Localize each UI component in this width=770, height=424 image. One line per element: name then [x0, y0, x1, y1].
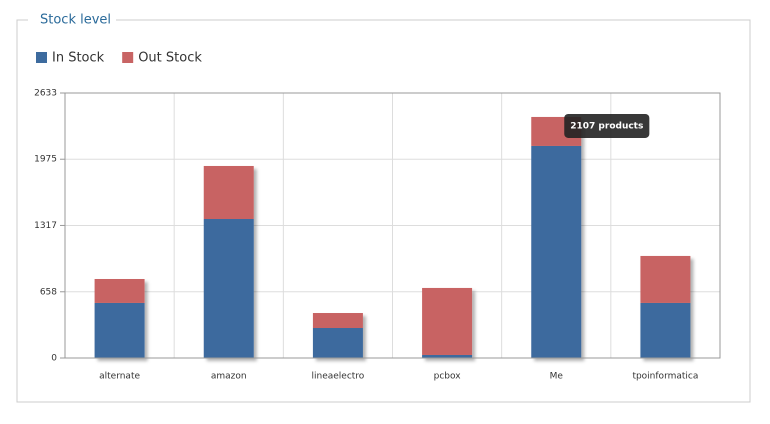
plot-frame [64, 92, 721, 359]
bar-stack [203, 165, 254, 358]
y-tick-label: 1317 [34, 221, 57, 231]
x-tick-label: amazon [211, 372, 247, 382]
tooltip-box [564, 113, 650, 138]
bar-stack [531, 116, 582, 358]
y-tick-label: 1975 [34, 155, 57, 165]
bar-segment [203, 219, 254, 358]
axes: 0 658 1317 1975 2633 alternate amazon lineaelec… [34, 89, 721, 382]
bar-segment [312, 313, 363, 329]
bar-segment [422, 287, 473, 355]
x-tick-label: lineaelectro [312, 372, 365, 382]
x-tick-label: Me [550, 372, 564, 382]
bar-stack [422, 287, 473, 358]
bars [94, 116, 691, 358]
bar-segment [531, 145, 582, 358]
bar-segment [94, 278, 145, 303]
legend: In Stock Out Stock [36, 51, 202, 66]
bar-segment [640, 255, 691, 303]
legend-swatch [36, 52, 47, 63]
legend-label: Out Stock [138, 51, 202, 66]
y-tick-label: 658 [40, 287, 57, 297]
y-tick-label: 0 [51, 354, 57, 364]
legend-swatch [122, 52, 134, 63]
bar-segment [422, 354, 473, 358]
bar-segment [94, 302, 145, 358]
bar-segment [203, 165, 254, 220]
legend-background [28, 10, 116, 30]
bar-stack [640, 255, 691, 358]
y-tick-label: 2633 [34, 89, 57, 99]
x-tick-label: pcbox [434, 372, 462, 382]
x-tick-label: alternate [99, 372, 140, 382]
bar-segment [312, 328, 363, 358]
legend-label: In Stock [52, 51, 105, 66]
tooltip-text: 2107 products [570, 121, 643, 131]
x-tick-label: tpoinformatica [632, 372, 698, 382]
bar-segment [640, 302, 691, 358]
panel-border [16, 19, 751, 403]
tooltip: 2107 products [564, 113, 650, 138]
bar-stack [312, 313, 363, 358]
bar-stack [94, 278, 145, 358]
panel-title: Stock level [40, 13, 111, 28]
